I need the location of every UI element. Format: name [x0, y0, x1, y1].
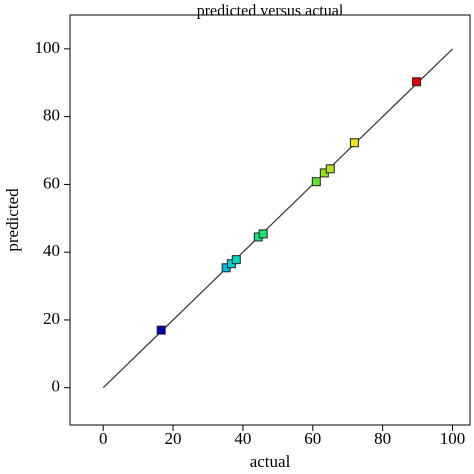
data-point: [311, 177, 321, 187]
x-tick-label: 40: [234, 429, 251, 448]
x-tick-label: 60: [304, 429, 321, 448]
x-tick-label: 100: [440, 429, 466, 448]
y-tick-label: 0: [52, 377, 61, 396]
y-tick-label: 80: [43, 106, 60, 125]
data-point: [258, 229, 268, 239]
reference-line: [102, 48, 453, 389]
x-tick-label: 80: [374, 429, 391, 448]
x-axis-label: actual: [250, 452, 291, 471]
data-point: [349, 138, 359, 148]
plot-frame: [69, 14, 471, 426]
y-tick-label: 20: [43, 309, 60, 328]
y-tick-label: 40: [43, 241, 60, 260]
chart-title: predicted versus actual: [197, 3, 344, 20]
data-point: [325, 164, 335, 174]
y-tick-label: 100: [35, 38, 61, 57]
data-point: [156, 325, 166, 335]
x-tick-label: 20: [165, 429, 182, 448]
data-point: [231, 255, 241, 265]
x-tick-label: 0: [99, 429, 108, 448]
data-point: [412, 77, 422, 87]
y-axis-label: predicted: [3, 188, 22, 252]
y-tick-label: 60: [43, 173, 60, 192]
